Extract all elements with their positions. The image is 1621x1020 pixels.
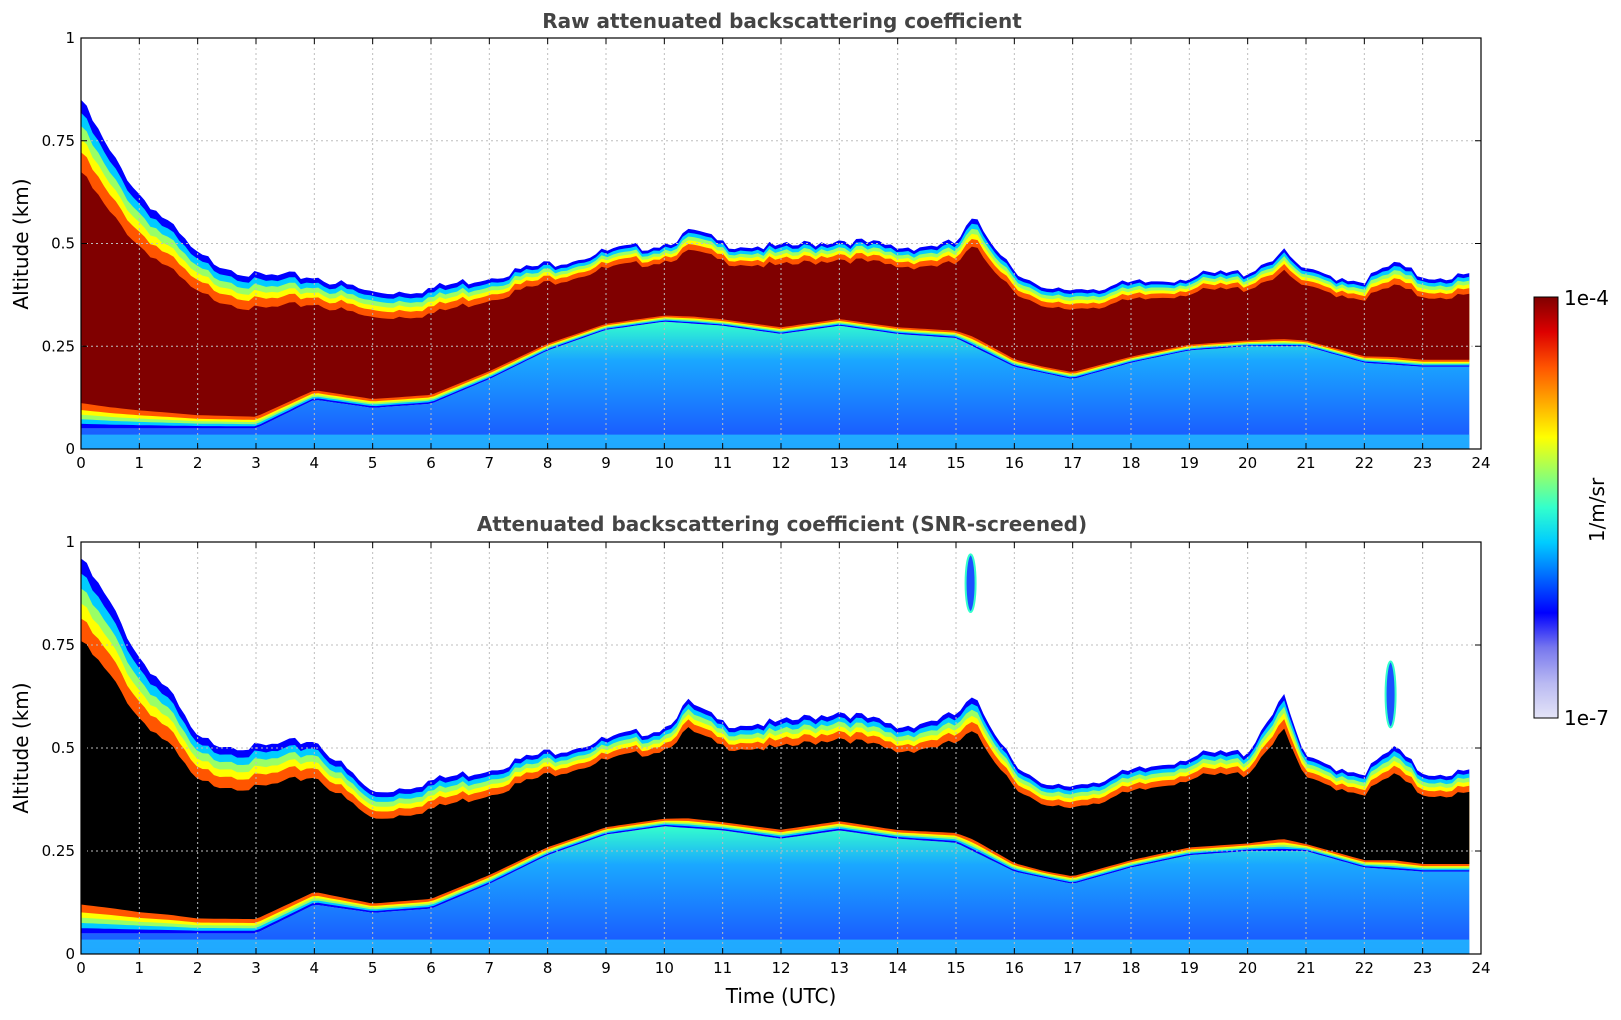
x-tick-label: 5 <box>368 454 378 472</box>
x-tick-label: 18 <box>1121 959 1140 977</box>
x-tick-label: 19 <box>1180 959 1199 977</box>
x-tick-label: 22 <box>1355 959 1374 977</box>
x-tick-label: 13 <box>830 454 849 472</box>
panel-raw-y-axis: 0 0.25 0.5 0.75 1 <box>42 29 1481 458</box>
colorbar-min-label: 1e-7 <box>1564 706 1609 730</box>
surface-strip <box>81 434 1470 449</box>
x-tick-label: 16 <box>1005 454 1024 472</box>
x-tick-label: 9 <box>601 454 611 472</box>
x-tick-label: 12 <box>771 959 790 977</box>
x-tick-label: 8 <box>543 454 553 472</box>
x-tick-label: 4 <box>310 454 320 472</box>
x-tick-label: 1 <box>135 959 145 977</box>
x-tick-label: 9 <box>601 959 611 977</box>
y-tick-label: 1 <box>65 29 75 47</box>
colorbar-label: 1/m/sr <box>1585 477 1609 542</box>
x-tick-label: 12 <box>771 454 790 472</box>
x-tick-label: 7 <box>485 454 495 472</box>
layer-band-5 <box>81 641 1470 920</box>
x-tick-label: 15 <box>946 454 965 472</box>
panel-screened: Attenuated backscattering coefficient (S… <box>9 512 1491 1008</box>
panel-raw-title: Raw attenuated backscattering coefficien… <box>542 9 1022 33</box>
x-tick-label: 23 <box>1413 959 1432 977</box>
x-tick-label: 15 <box>946 959 965 977</box>
colorbar: 1e-4 1e-7 1/m/sr <box>1533 286 1609 730</box>
x-tick-label: 20 <box>1238 454 1257 472</box>
colorbar-bar <box>1533 296 1559 719</box>
y-tick-label: 0.5 <box>51 739 75 757</box>
x-tick-label: 23 <box>1413 454 1432 472</box>
x-tick-label: 2 <box>193 959 203 977</box>
panel-screened-x-axis: 0 1 2 3 4 5 6 7 8 9 10 11 12 13 14 15 16 17 18 19 20 21 22 23 24 <box>76 542 1491 977</box>
y-tick-label: 0 <box>65 440 75 458</box>
panel-raw-ylabel: Altitude (km) <box>9 178 33 309</box>
panel-raw-heatmap <box>81 99 1470 449</box>
x-tick-label: 11 <box>713 959 732 977</box>
surface-strip <box>81 939 1470 954</box>
below-layer-region <box>81 826 1470 954</box>
panel-screened-title: Attenuated backscattering coefficient (S… <box>477 512 1087 536</box>
x-tick-label: 7 <box>485 959 495 977</box>
panel-raw-grid <box>81 38 1481 449</box>
x-tick-label: 1 <box>135 454 145 472</box>
x-tick-label: 3 <box>251 959 261 977</box>
isolated-feature-1 <box>1384 660 1397 729</box>
panel-screened-ylabel: Altitude (km) <box>9 682 33 813</box>
x-tick-label: 22 <box>1355 454 1374 472</box>
panel-screened-heatmap <box>81 553 1470 954</box>
y-tick-label: 0 <box>65 945 75 963</box>
y-tick-label: 0.25 <box>42 337 75 355</box>
x-tick-label: 17 <box>1063 454 1082 472</box>
colorbar-max-label: 1e-4 <box>1564 286 1609 310</box>
panel-screened-xlabel: Time (UTC) <box>725 984 837 1008</box>
panel-screened-grid <box>81 542 1481 954</box>
x-tick-label: 5 <box>368 959 378 977</box>
layer-band-5 <box>81 172 1470 417</box>
panel-screened-y-axis: 0 0.25 0.5 0.75 1 <box>42 533 1481 963</box>
x-tick-label: 0 <box>76 454 86 472</box>
x-tick-label: 16 <box>1005 959 1024 977</box>
x-tick-label: 20 <box>1238 959 1257 977</box>
panel-raw-x-axis: 0 1 2 3 4 5 6 7 8 9 10 11 12 13 14 15 16 17 18 19 20 21 22 23 24 <box>76 38 1491 472</box>
x-tick-label: 4 <box>310 959 320 977</box>
x-tick-label: 24 <box>1471 454 1490 472</box>
x-tick-label: 11 <box>713 454 732 472</box>
y-tick-label: 0.75 <box>42 132 75 150</box>
x-tick-label: 2 <box>193 454 203 472</box>
x-tick-label: 14 <box>888 454 907 472</box>
x-tick-label: 3 <box>251 454 261 472</box>
x-tick-label: 17 <box>1063 959 1082 977</box>
x-tick-label: 18 <box>1121 454 1140 472</box>
x-tick-label: 14 <box>888 959 907 977</box>
panel-raw: Raw attenuated backscattering coefficien… <box>9 9 1491 472</box>
y-tick-label: 0.5 <box>51 235 75 253</box>
isolated-feature-0 <box>964 553 977 614</box>
below-layer-region <box>81 321 1470 449</box>
x-tick-label: 10 <box>655 454 674 472</box>
x-tick-label: 13 <box>830 959 849 977</box>
x-tick-label: 21 <box>1296 959 1315 977</box>
x-tick-label: 21 <box>1296 454 1315 472</box>
x-tick-label: 6 <box>426 959 436 977</box>
x-tick-label: 19 <box>1180 454 1199 472</box>
x-tick-label: 6 <box>426 454 436 472</box>
y-tick-label: 1 <box>65 533 75 551</box>
x-tick-label: 8 <box>543 959 553 977</box>
x-tick-label: 24 <box>1471 959 1490 977</box>
x-tick-label: 0 <box>76 959 86 977</box>
y-tick-label: 0.75 <box>42 636 75 654</box>
y-tick-label: 0.25 <box>42 842 75 860</box>
x-tick-label: 10 <box>655 959 674 977</box>
